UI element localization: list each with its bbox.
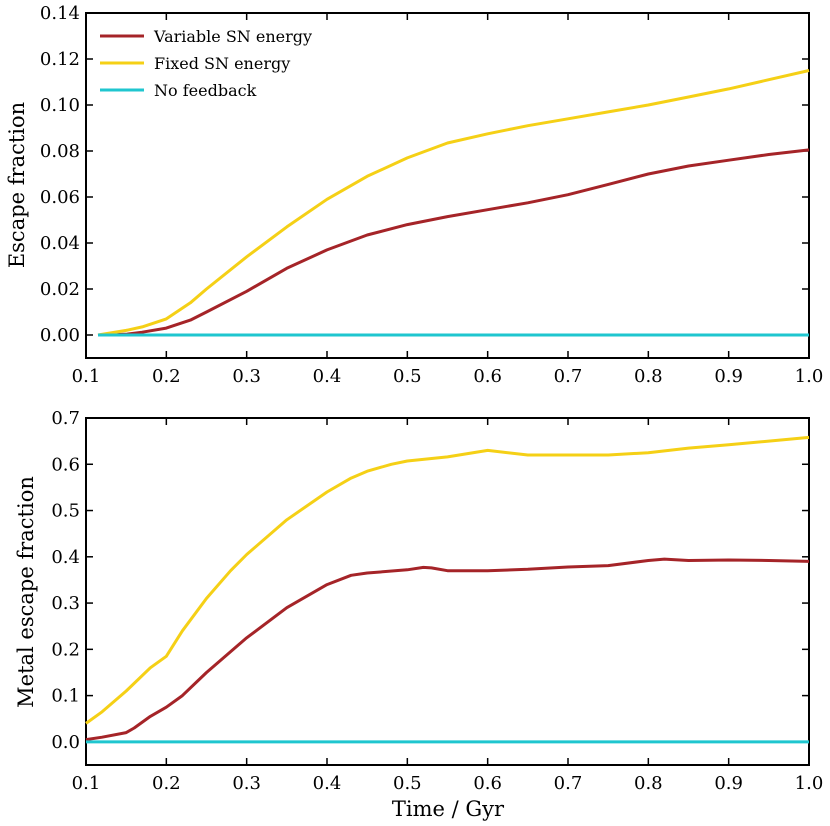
bottom-series-variable bbox=[85, 557, 810, 742]
bottom-x-tick-label-6: 0.7 bbox=[554, 773, 583, 794]
bottom-x-tick-label-3: 0.4 bbox=[313, 773, 342, 794]
bottom-x-tick-label-7: 0.8 bbox=[634, 773, 663, 794]
legend-label-fixed: Fixed SN energy bbox=[154, 54, 290, 73]
bottom-x-tick-label-8: 0.9 bbox=[714, 773, 743, 794]
bottom-panel: 0.1 0.2 0.3 0.4 0.5 0.6 0.7 0.8 0.9 1.0 0.0 0.1 0.2… bbox=[14, 408, 823, 821]
top-y-tick-label-0: 0.00 bbox=[40, 325, 80, 346]
top-plot-frame bbox=[85, 12, 810, 359]
top-y-tick-label-3: 0.06 bbox=[40, 187, 80, 208]
top-x-tick-label-7: 0.8 bbox=[634, 366, 663, 387]
top-x-tick-label-4: 0.5 bbox=[393, 366, 422, 387]
top-y-tick-label-4: 0.08 bbox=[40, 141, 80, 162]
top-x-tick-label-5: 0.6 bbox=[473, 366, 502, 387]
bottom-x-tick-label-1: 0.2 bbox=[152, 773, 181, 794]
top-x-tick-label-6: 0.7 bbox=[554, 366, 583, 387]
top-x-tick-label-0: 0.1 bbox=[72, 366, 101, 387]
top-y-tick-label-5: 0.10 bbox=[40, 95, 80, 116]
bottom-x-tick-label-4: 0.5 bbox=[393, 773, 422, 794]
top-panel: 0.1 0.2 0.3 0.4 0.5 0.6 0.7 0.8 0.9 1.0 0.000.020… bbox=[5, 3, 823, 387]
bottom-x-tick-label-2: 0.3 bbox=[232, 773, 261, 794]
top-y-tick-label-6: 0.12 bbox=[40, 49, 80, 70]
bottom-plot-frame bbox=[85, 417, 810, 766]
top-x-tick-label-9: 1.0 bbox=[795, 366, 824, 387]
top-y-tick-label-2: 0.04 bbox=[40, 233, 80, 254]
legend-label-no-feedback: No feedback bbox=[154, 81, 257, 100]
top-y-tick-label-1: 0.02 bbox=[40, 279, 80, 300]
legend-label-variable: Variable SN energy bbox=[153, 27, 312, 46]
bottom-x-tick-label-5: 0.6 bbox=[473, 773, 502, 794]
top-series-variable bbox=[97, 148, 810, 337]
bottom-x-tick-label-0: 0.1 bbox=[72, 773, 101, 794]
bottom-series-lines bbox=[85, 435, 810, 744]
x-axis-label: Time / Gyr bbox=[392, 797, 505, 821]
bottom-y-axis-label: Metal escape fraction bbox=[14, 476, 38, 708]
bottom-y-tick-label-3: 0.3 bbox=[51, 593, 80, 614]
legend: Variable SN energy Fixed SN energy No fe… bbox=[100, 27, 312, 100]
bottom-y-tick-label-7: 0.7 bbox=[51, 408, 80, 429]
top-series-fixed bbox=[97, 69, 810, 337]
bottom-y-tick-labels: 0.0 0.1 0.2 0.3 0.4 0.5 0.6 0.7 bbox=[51, 408, 80, 753]
top-x-tick-label-2: 0.3 bbox=[232, 366, 261, 387]
top-y-tick-labels: 0.00 0.02 0.04 0.06 0.08 0.10 0.12 0.14 bbox=[40, 3, 80, 346]
bottom-y-tick-label-6: 0.6 bbox=[51, 454, 80, 475]
top-y-axis-label: Escape fraction bbox=[5, 102, 29, 268]
bottom-y-tick-label-2: 0.2 bbox=[51, 639, 80, 660]
bottom-y-tick-label-1: 0.1 bbox=[51, 686, 80, 707]
bottom-series-fixed bbox=[85, 435, 810, 725]
bottom-y-tick-label-4: 0.4 bbox=[51, 547, 80, 568]
top-x-tick-label-1: 0.2 bbox=[152, 366, 181, 387]
top-y-tick-label-7: 0.14 bbox=[40, 3, 80, 24]
bottom-y-tick-label-5: 0.5 bbox=[51, 501, 80, 522]
top-x-tick-label-3: 0.4 bbox=[313, 366, 342, 387]
top-x-tick-labels: 0.1 0.2 0.3 0.4 0.5 0.6 0.7 0.8 0.9 1.0 bbox=[72, 366, 824, 387]
bottom-x-tick-labels: 0.1 0.2 0.3 0.4 0.5 0.6 0.7 0.8 0.9 1.0 bbox=[72, 773, 824, 794]
top-x-tick-label-8: 0.9 bbox=[714, 366, 743, 387]
bottom-ticks bbox=[85, 417, 810, 765]
top-series-lines bbox=[97, 69, 810, 337]
bottom-y-tick-label-0: 0.0 bbox=[51, 732, 80, 753]
bottom-x-tick-label-9: 1.0 bbox=[795, 773, 824, 794]
